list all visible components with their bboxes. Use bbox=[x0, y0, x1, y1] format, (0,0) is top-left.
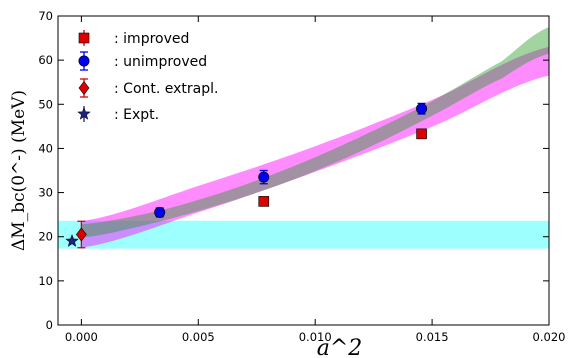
y-tick-label: 50 bbox=[38, 97, 53, 111]
data-point bbox=[416, 128, 427, 140]
legend-marker bbox=[78, 32, 90, 44]
band-0 bbox=[58, 220, 549, 249]
x-tick-label: 0.020 bbox=[533, 330, 566, 344]
y-tick-label: 20 bbox=[38, 230, 53, 244]
ticks-layer: 0.000 0.005 0.010 0.015 0.020 0 10 20 30 40 50 60 70 bbox=[38, 9, 565, 344]
legend: : improved : unimproved : Cont. extrapl. : … bbox=[77, 30, 218, 123]
band-1 bbox=[81, 46, 550, 248]
y-tick-label: 70 bbox=[38, 9, 53, 23]
data-point bbox=[76, 227, 87, 242]
bands-layer bbox=[58, 27, 550, 249]
y-axis-title: ΔM_bc(0^-) (MeV) bbox=[9, 90, 29, 251]
x-tick-label: 0.000 bbox=[65, 330, 98, 344]
plot-frame bbox=[57, 15, 550, 326]
data-point bbox=[154, 206, 166, 218]
y-tick-label: 60 bbox=[38, 53, 53, 67]
data-point bbox=[416, 103, 428, 115]
x-axis-title: a^2 bbox=[317, 336, 363, 358]
x-tick-label: 0.015 bbox=[416, 330, 449, 344]
legend-marker bbox=[78, 55, 90, 67]
data-point bbox=[65, 233, 79, 247]
legend-marker bbox=[78, 81, 90, 95]
points-layer bbox=[65, 102, 428, 249]
legend-label: : unimproved bbox=[114, 54, 207, 70]
y-tick-label: 30 bbox=[38, 186, 53, 200]
data-point bbox=[258, 196, 270, 207]
y-tick-label: 40 bbox=[38, 141, 53, 155]
legend-label: : improved bbox=[114, 31, 189, 47]
data-point bbox=[258, 171, 270, 183]
y-tick-label: 10 bbox=[38, 274, 53, 288]
x-tick-label: 0.005 bbox=[182, 330, 215, 344]
y-tick-label: 0 bbox=[46, 318, 53, 332]
legend-label: : Expt. bbox=[114, 107, 159, 123]
legend-label: : Cont. extrapl. bbox=[114, 81, 218, 97]
x-tick-label: 0.010 bbox=[299, 330, 332, 344]
legend-marker bbox=[77, 106, 91, 120]
